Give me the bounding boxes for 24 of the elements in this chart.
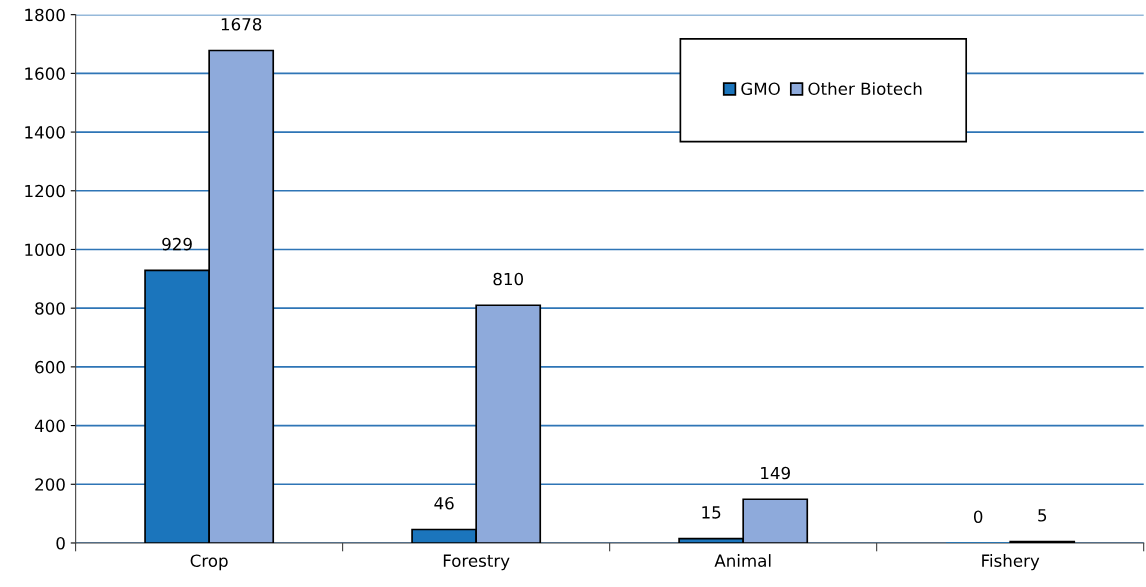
- y-tick-label: 1600: [25, 67, 65, 80]
- y-tick-label: 400: [34, 419, 65, 433]
- y-tick-label: 1400: [25, 126, 65, 139]
- data-label: 1678: [221, 17, 262, 31]
- y-tick-label: 200: [35, 478, 65, 491]
- x-tick-label: Animal: [714, 554, 771, 567]
- data-label: 810: [493, 272, 523, 286]
- y-tick-label: 1800: [25, 8, 65, 22]
- data-label: 149: [761, 466, 790, 480]
- x-tick-label: Forestry: [443, 554, 510, 571]
- data-label: 46: [434, 496, 454, 510]
- x-tick-label: Fishery: [982, 554, 1040, 571]
- y-tick-label: 600: [35, 360, 65, 374]
- data-label: 0: [973, 510, 983, 524]
- y-tick-label: 1000: [25, 243, 65, 257]
- data-label: 5: [1038, 509, 1047, 522]
- y-tick-label: 1200: [25, 184, 65, 198]
- y-tick-label: 0: [56, 536, 65, 550]
- legend-label: Other Biotech: [808, 82, 922, 96]
- legend-label: GMO: [741, 82, 780, 96]
- data-label: 15: [702, 506, 721, 519]
- y-tick-label: 800: [35, 302, 65, 315]
- data-label: 929: [162, 237, 192, 251]
- x-tick-label: Crop: [190, 554, 228, 571]
